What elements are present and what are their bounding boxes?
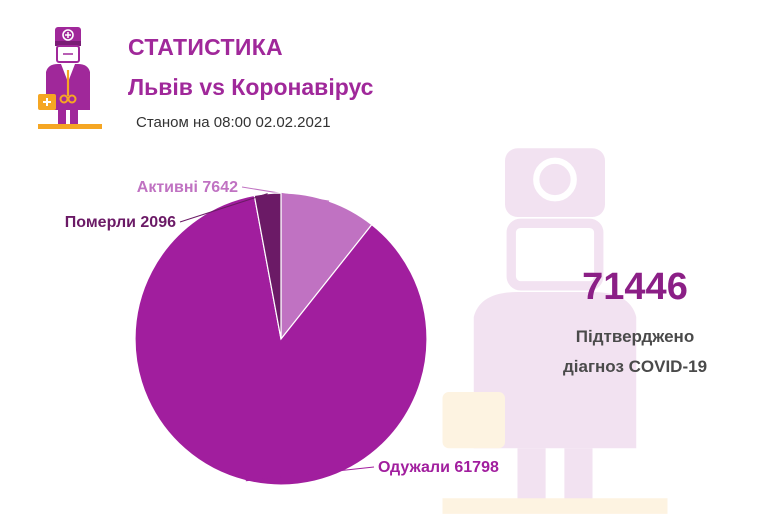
leader-line-active: [241, 186, 330, 202]
slice-label-recovered: Одужали 61798: [378, 459, 499, 476]
total-label-line2: діагноз COVID-19: [562, 357, 708, 376]
total-value: 71446: [582, 266, 688, 308]
total-label-line1: Підтверджено: [575, 327, 695, 346]
page-title: СТАТИСТИКА: [128, 34, 283, 60]
total-label: Підтверджено діагноз COVID-19: [530, 322, 740, 382]
slice-label-died: Померли 2096: [65, 214, 176, 231]
date-stamp: Станом на 08:00 02.02.2021: [136, 114, 331, 131]
leader-line-recovered: [245, 466, 375, 482]
doctor-logo-icon: [38, 27, 102, 129]
slice-label-active: Активні 7642: [137, 179, 238, 196]
leader-line-died: [179, 193, 268, 223]
doctor-watermark-icon: [442, 148, 668, 514]
page-subtitle: Львів vs Коронавірус: [128, 74, 374, 100]
